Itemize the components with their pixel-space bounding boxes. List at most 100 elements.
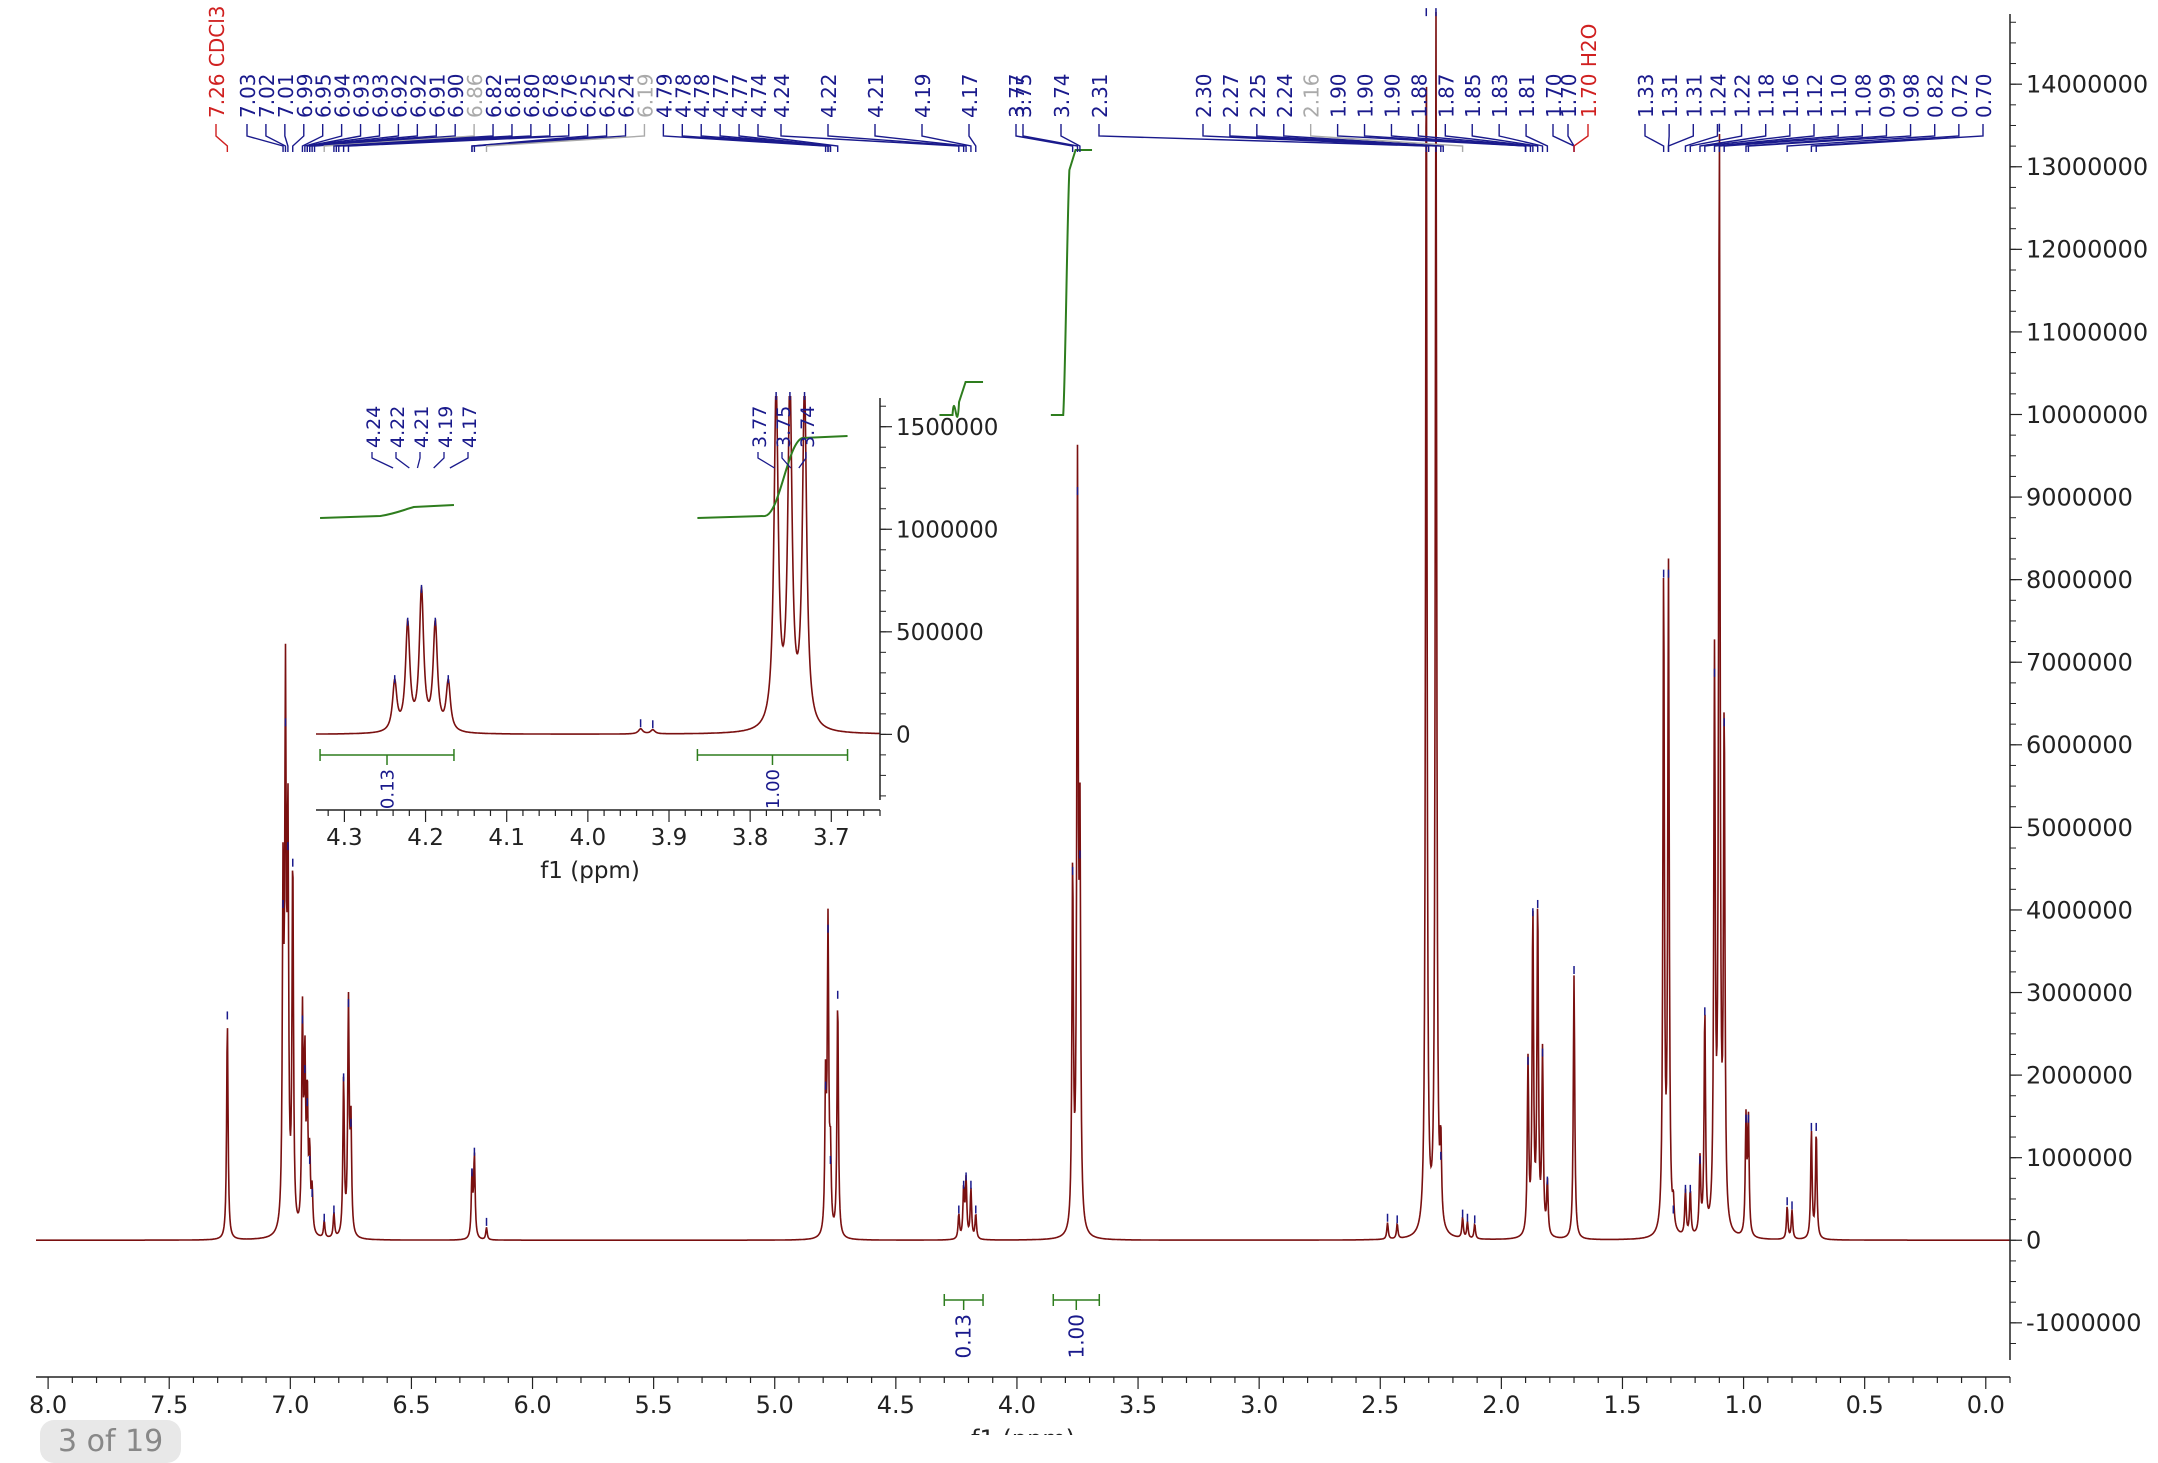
y-tick-label: 8000000 <box>2026 566 2133 594</box>
peak-label: 6.93 <box>368 73 392 118</box>
peak-label: 1.88 <box>1407 73 1431 118</box>
x-tick-label: 6.0 <box>513 1391 551 1419</box>
peak-leader <box>1098 124 1427 152</box>
peak-leader <box>306 124 381 152</box>
inset-expansion-plot: 4.3 4.2 4.1 4.0 3.9 3.8 3.7 f1 (ppm) 1500000 1000… <box>316 392 998 884</box>
peak-label: 4.79 <box>652 73 676 118</box>
inset-peak-leader <box>395 452 410 469</box>
peak-leader <box>301 124 324 152</box>
y-tick-label: 11000000 <box>2026 318 2148 346</box>
peak-label: 4.24 <box>770 73 794 118</box>
y-tick-label: 13000000 <box>2026 153 2148 181</box>
x-tick-label: 4.1 <box>488 825 525 851</box>
peak-label: 3.77 <box>1005 73 1029 118</box>
peak-label: 1.10 <box>1827 73 1851 118</box>
peak-label: 2.25 <box>1246 73 1270 118</box>
peak-label: 1.81 <box>1515 73 1539 118</box>
peak-leader <box>780 124 960 152</box>
inset-peak-label: 4.24 <box>363 406 385 448</box>
x-tick-label: 4.0 <box>570 825 607 851</box>
peak-label: 4.78 <box>690 73 714 118</box>
peak-leader <box>313 124 456 152</box>
peak-leader <box>1309 124 1464 152</box>
peak-leader <box>473 124 627 152</box>
x-tick-label: 3.5 <box>1119 1391 1157 1419</box>
peak-leader <box>1815 124 1984 152</box>
x-tick-label: 4.0 <box>998 1391 1036 1419</box>
peak-leader <box>347 124 570 152</box>
peak-label: 2.30 <box>1192 73 1216 118</box>
peak-leader <box>700 124 829 152</box>
peak-leader <box>1786 124 1936 152</box>
peak-leader <box>1747 124 1912 152</box>
peak-label: 4.74 <box>747 73 771 118</box>
y-tick-label: 10000000 <box>2026 401 2148 429</box>
peak-leader <box>1060 124 1081 152</box>
peak-leader <box>246 124 284 152</box>
inset-expansion-trace <box>316 396 880 735</box>
x-tick-label: 3.7 <box>813 825 850 851</box>
peak-leader <box>921 124 972 152</box>
peak-label: 4.17 <box>958 73 982 118</box>
peak-leader <box>1336 124 1527 152</box>
peak-leader <box>284 124 289 152</box>
peak-label: 6.25 <box>596 73 620 118</box>
y-tick-label: 4000000 <box>2026 896 2133 924</box>
peak-label: 6.90 <box>444 73 468 118</box>
peak-label: 0.99 <box>1875 73 1899 118</box>
y-tick-label: 6000000 <box>2026 731 2133 759</box>
peak-leader <box>662 124 827 152</box>
peak-leader <box>1498 124 1544 152</box>
integral-curve <box>939 381 984 418</box>
peak-label: 6.82 <box>482 73 506 118</box>
main-spectrum-trace <box>36 12 2010 1241</box>
peak-leader <box>292 124 305 152</box>
peak-label: 6.78 <box>539 73 563 118</box>
peak-label: 6.92 <box>406 73 430 118</box>
inset-integral-curve <box>697 435 848 519</box>
peak-leader <box>1022 124 1079 152</box>
y-tick-label: 9000000 <box>2026 483 2133 511</box>
page-indicator[interactable]: 3 of 19 <box>40 1420 182 1463</box>
inset-peak-leader <box>757 452 775 469</box>
peak-leader <box>968 124 977 152</box>
x-tick-label: 0.5 <box>1846 1391 1884 1419</box>
peak-label: 6.93 <box>350 73 374 118</box>
peak-leader <box>1718 124 1839 152</box>
inset-peak-label: 4.22 <box>387 406 409 448</box>
peak-leader <box>1684 124 1719 152</box>
peak-label: 1.70 <box>1557 73 1581 118</box>
peak-label: 0.70 <box>1972 73 1996 118</box>
peak-label: 7.03 <box>236 73 260 118</box>
peak-label: 7.01 <box>274 73 298 118</box>
y-tick-label: 1000000 <box>896 517 998 543</box>
peak-label: 0.72 <box>1948 73 1972 118</box>
peak-label: 4.77 <box>709 73 733 118</box>
peak-label: 6.95 <box>312 73 336 118</box>
peak-leader <box>323 124 475 152</box>
peak-label: 3.74 <box>1050 73 1074 118</box>
y-tick-label: 0 <box>2026 1227 2041 1255</box>
peak-leader <box>1471 124 1539 152</box>
peak-leader <box>1390 124 1527 152</box>
main-spectrum-plot: 8.0 7.5 7.0 6.5 6.0 5.5 5.0 4.5 4.0 3.5 3.0 2.5 2.0 1… <box>29 6 2148 1436</box>
peak-leader <box>1745 124 1888 152</box>
x-tick-label: 1.5 <box>1603 1391 1641 1419</box>
x-tick-label: 2.0 <box>1482 1391 1520 1419</box>
peak-leader <box>827 124 965 152</box>
peak-label: 6.94 <box>331 73 355 118</box>
x-tick-label: 4.2 <box>407 825 444 851</box>
integral-curve <box>1050 149 1093 416</box>
peak-label: 6.80 <box>520 73 544 118</box>
peak-leader <box>308 124 419 152</box>
peak-label: 2.16 <box>1300 73 1324 118</box>
inset-peak-leader <box>449 452 469 469</box>
peak-label: 1.83 <box>1488 73 1512 118</box>
peak-leader <box>738 124 832 152</box>
x-tick-label: 2.5 <box>1361 1391 1399 1419</box>
peak-label: 1.12 <box>1803 73 1827 118</box>
peak-label: 1.33 <box>1634 73 1658 118</box>
y-tick-label: 2000000 <box>2026 1062 2133 1090</box>
peak-label: 1.31 <box>1658 73 1682 118</box>
